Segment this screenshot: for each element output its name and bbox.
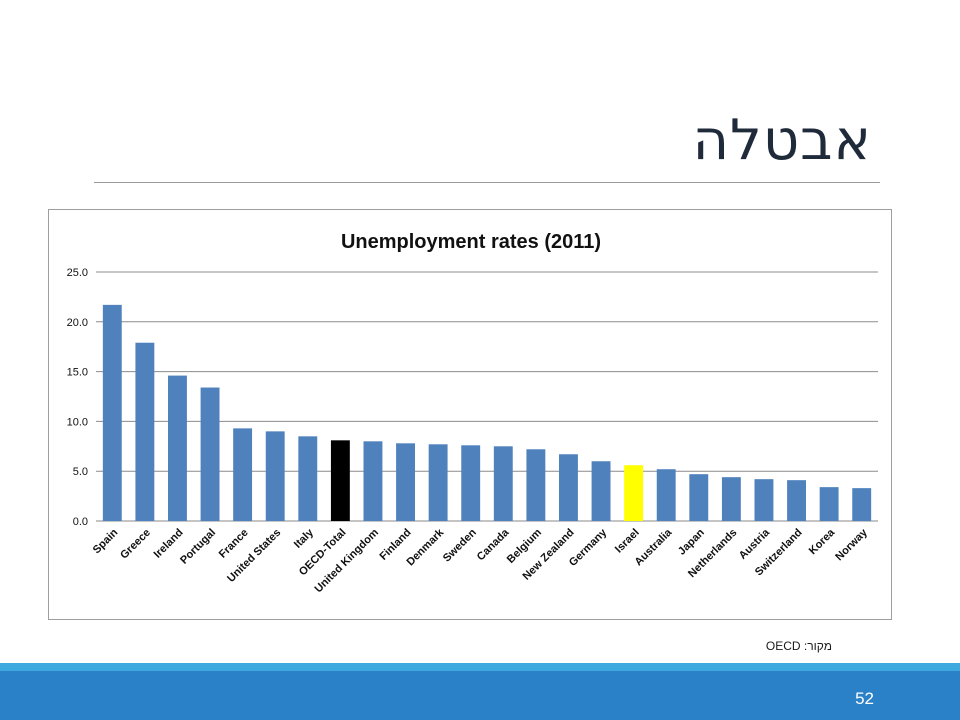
slide-title: אבטלה [692,108,872,173]
bar-ireland [168,375,187,521]
chart-title: Unemployment rates (2011) [341,231,601,253]
y-tick-label: 10.0 [67,416,88,428]
gridlines [96,271,878,522]
x-tick-label: Israel [613,527,642,556]
chart-frame: Unemployment rates (2011) 0.0 5.0 10.0 15.0… [48,209,892,620]
footer-bar [0,671,960,720]
bar-france [233,428,253,521]
x-tick-label: Portugal [178,527,218,567]
y-axis-ticks: 0.0 5.0 10.0 15.0 20.0 25.0 [67,267,88,528]
bar-spain [102,304,122,521]
bar-italy [298,436,318,521]
bar-austria [754,479,774,521]
unemployment-bar-chart: Unemployment rates (2011) 0.0 5.0 10.0 15.0… [67,231,878,595]
x-tick-label: Japan [676,526,707,557]
bar-netherlands [721,477,741,521]
x-tick-label: Italy [292,526,317,551]
bar-sweden [461,445,481,521]
bar-greece [135,342,155,521]
bar-oecd-total [330,440,350,521]
title-divider [94,182,880,183]
bar-united-kingdom [363,441,383,521]
bar-australia [656,469,676,521]
y-tick-label: 25.0 [67,267,88,279]
bar-norway [852,488,872,521]
bar-japan [689,474,709,521]
x-tick-label: Korea [807,526,838,557]
bar-korea [819,487,839,521]
x-tick-label: Norway [833,526,870,563]
bar-united-states [265,431,285,521]
bar-new-zealand [559,454,578,521]
bar-denmark [428,444,448,521]
y-tick-label: 5.0 [73,466,88,478]
x-tick-label: United Kingdom [313,526,382,595]
page-number: 52 [855,689,874,708]
bars [102,304,872,521]
y-tick-label: 15.0 [67,367,88,379]
x-tick-label: Spain [91,526,121,556]
footer-accent-bar [0,663,960,671]
x-tick-label: Sweden [441,526,479,564]
source-note: מקור: OECD [765,639,832,653]
y-tick-label: 20.0 [67,317,88,329]
bar-israel [624,465,644,521]
x-tick-label: Greece [118,527,153,562]
bar-switzerland [787,480,806,521]
bar-finland [396,443,415,521]
bar-portugal [200,387,220,521]
bar-canada [493,446,513,521]
y-tick-label: 0.0 [73,516,88,528]
bar-belgium [526,449,546,521]
bar-germany [591,461,611,521]
